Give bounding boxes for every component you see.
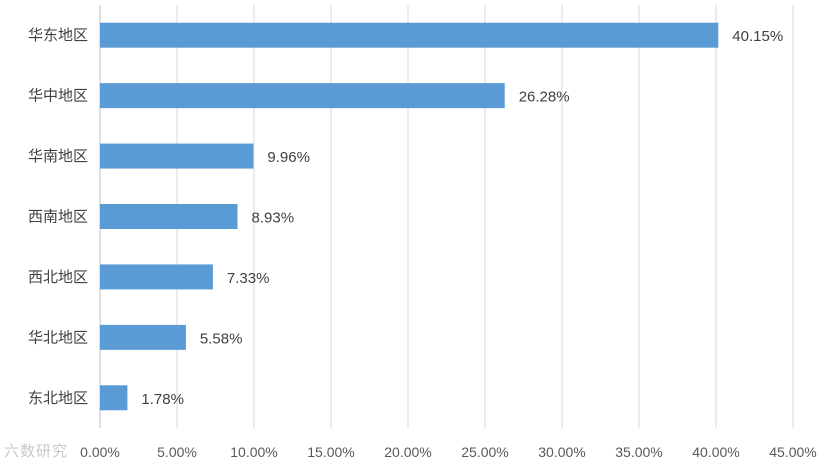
- watermark: 六数研究: [4, 442, 69, 460]
- bar: [100, 83, 505, 109]
- x-tick-label: 25.00%: [461, 444, 508, 460]
- category-label: 华中地区: [28, 87, 88, 105]
- bar: [100, 204, 238, 229]
- category-label: 华南地区: [28, 147, 88, 165]
- x-tick-label: 20.00%: [384, 444, 431, 460]
- data-label: 40.15%: [732, 28, 783, 45]
- bar: [100, 385, 128, 411]
- x-tick-label: 0.00%: [80, 444, 120, 460]
- category-label: 华北地区: [28, 328, 88, 346]
- bar: [100, 22, 719, 48]
- category-label: 东北地区: [28, 389, 88, 407]
- category-label: 西北地区: [28, 268, 88, 286]
- data-label: 8.93%: [252, 210, 295, 227]
- bar: [100, 264, 213, 290]
- data-label: 7.33%: [227, 270, 270, 287]
- x-tick-label: 45.00%: [769, 444, 816, 460]
- x-tick-label: 10.00%: [230, 444, 277, 460]
- category-label: 华东地区: [28, 26, 88, 44]
- category-label: 西南地区: [28, 208, 88, 226]
- bar: [100, 143, 254, 169]
- x-tick-label: 40.00%: [692, 444, 739, 460]
- bar: [100, 324, 186, 350]
- x-tick-label: 35.00%: [615, 444, 662, 460]
- x-tick-label: 5.00%: [157, 444, 197, 460]
- x-tick-label: 15.00%: [307, 444, 354, 460]
- data-label: 5.58%: [200, 330, 243, 347]
- data-label: 1.78%: [141, 391, 184, 408]
- data-label: 9.96%: [267, 149, 310, 166]
- data-label: 26.28%: [519, 89, 570, 106]
- x-tick-label: 30.00%: [538, 444, 585, 460]
